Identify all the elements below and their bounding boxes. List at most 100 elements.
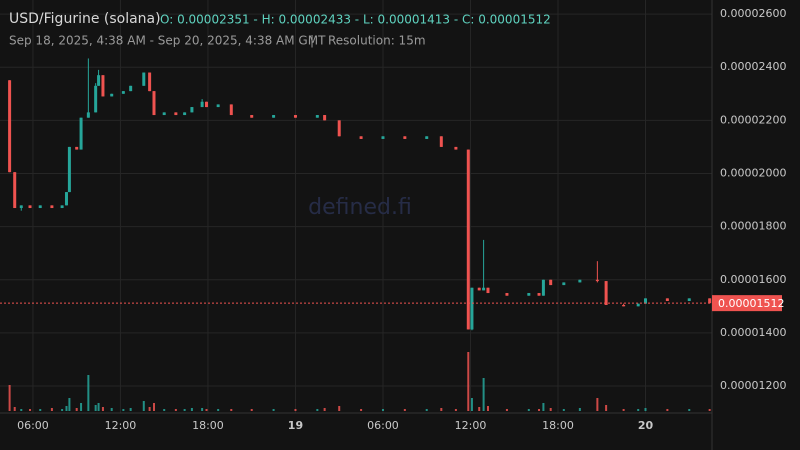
volume-bar bbox=[578, 408, 581, 411]
volume-bar bbox=[527, 409, 530, 411]
volume-bar bbox=[75, 408, 78, 411]
candle-body bbox=[604, 281, 608, 305]
candle-body bbox=[190, 107, 194, 113]
candle-body bbox=[549, 279, 553, 286]
volume-bar bbox=[323, 408, 326, 411]
candle-body bbox=[337, 120, 341, 137]
volume-bar bbox=[505, 409, 508, 411]
candle-body bbox=[315, 115, 319, 118]
volume-bar bbox=[272, 409, 275, 411]
volume-bar bbox=[622, 409, 625, 411]
volume-bar bbox=[605, 405, 608, 411]
volume-bar bbox=[360, 409, 363, 411]
candle-body bbox=[636, 303, 640, 307]
volume-bar bbox=[122, 409, 125, 411]
candle-body bbox=[64, 192, 68, 206]
candle-body bbox=[562, 282, 566, 286]
volume-bar bbox=[101, 407, 104, 411]
candle-body bbox=[50, 205, 54, 209]
x-tick-label: 19 bbox=[288, 419, 303, 432]
candle-body bbox=[505, 293, 509, 296]
candle-body bbox=[578, 279, 582, 283]
volume-bar bbox=[50, 408, 53, 411]
volume-bar bbox=[425, 409, 428, 411]
candle-body bbox=[541, 279, 545, 296]
candle-body bbox=[381, 136, 385, 139]
volume-bar bbox=[152, 403, 155, 411]
candle-body bbox=[403, 136, 407, 139]
candle-body bbox=[486, 287, 490, 294]
volume-bar bbox=[201, 408, 204, 411]
candle-body bbox=[708, 298, 712, 304]
candle-body bbox=[359, 136, 363, 139]
volume-bar bbox=[97, 403, 100, 411]
x-tick-label: 18:00 bbox=[192, 419, 224, 432]
volume-bar bbox=[708, 409, 711, 411]
candle-body bbox=[687, 298, 691, 302]
candle-body bbox=[250, 115, 254, 118]
volume-bar bbox=[163, 409, 166, 411]
x-tick-label: 20 bbox=[638, 419, 654, 432]
candle-body bbox=[595, 279, 599, 282]
candle-body bbox=[537, 293, 541, 296]
last-price-label: 0.00001512 bbox=[718, 297, 784, 310]
volume-bar bbox=[381, 409, 384, 411]
volume-bar bbox=[61, 409, 64, 411]
candle-body bbox=[204, 101, 208, 108]
candle-body bbox=[121, 91, 125, 94]
volume-bar bbox=[316, 409, 319, 411]
candle-body bbox=[97, 75, 101, 86]
candle-body bbox=[454, 146, 458, 150]
last-price-box bbox=[712, 295, 782, 312]
candle-body bbox=[183, 112, 187, 116]
candle-body bbox=[86, 112, 90, 118]
volume-bar bbox=[338, 406, 341, 411]
volume-bar bbox=[183, 409, 186, 411]
volume-bar bbox=[65, 406, 68, 411]
volume-bar bbox=[29, 409, 32, 411]
watermark: defined.fi bbox=[308, 195, 412, 220]
axes: 0.00001200 0.00001400 0.00001600 0.00001800… bbox=[0, 7, 786, 432]
volume-bar bbox=[94, 405, 97, 411]
candle-body bbox=[94, 85, 98, 113]
volume-bar bbox=[205, 409, 208, 411]
volume-bar bbox=[148, 407, 151, 411]
candle-body bbox=[439, 136, 443, 147]
volume-bar bbox=[637, 409, 640, 411]
volume-bar bbox=[549, 408, 552, 411]
volume-bar bbox=[644, 408, 647, 411]
volume-bar bbox=[454, 409, 457, 411]
candle-body bbox=[162, 112, 166, 116]
y-tick-label: 0.00002000 bbox=[720, 166, 786, 179]
y-tick-label: 0.00001800 bbox=[720, 220, 786, 233]
volume-bar bbox=[190, 408, 193, 411]
candle-body bbox=[148, 72, 152, 92]
y-tick-label: 0.00001600 bbox=[720, 273, 786, 286]
candle-body bbox=[129, 85, 133, 92]
resolution: Resolution: 15m bbox=[328, 34, 426, 48]
volume-bar bbox=[403, 409, 406, 411]
subtitle: Sep 18, 2025, 4:38 AM - Sep 20, 2025, 4:… bbox=[9, 34, 326, 48]
volume-bar bbox=[542, 403, 545, 411]
candle-body bbox=[272, 115, 276, 118]
volume-bar bbox=[250, 409, 253, 411]
candle-body bbox=[79, 117, 83, 150]
candle-body bbox=[425, 136, 429, 139]
candle-body bbox=[643, 298, 647, 304]
y-tick-label: 0.00002600 bbox=[720, 7, 786, 20]
candle-body bbox=[19, 205, 23, 209]
candle-body bbox=[323, 115, 327, 121]
candle-body bbox=[101, 75, 105, 97]
volume-bar bbox=[486, 406, 489, 411]
x-tick-label: 06:00 bbox=[17, 419, 49, 432]
volume-bar bbox=[174, 409, 177, 411]
grid bbox=[0, 0, 712, 413]
volume-bar bbox=[129, 408, 132, 411]
volume-bar bbox=[482, 378, 485, 411]
y-tick-label: 0.00002400 bbox=[720, 60, 786, 73]
candle-body bbox=[293, 115, 297, 118]
candle-body bbox=[38, 205, 42, 209]
volume-bar bbox=[8, 385, 11, 411]
